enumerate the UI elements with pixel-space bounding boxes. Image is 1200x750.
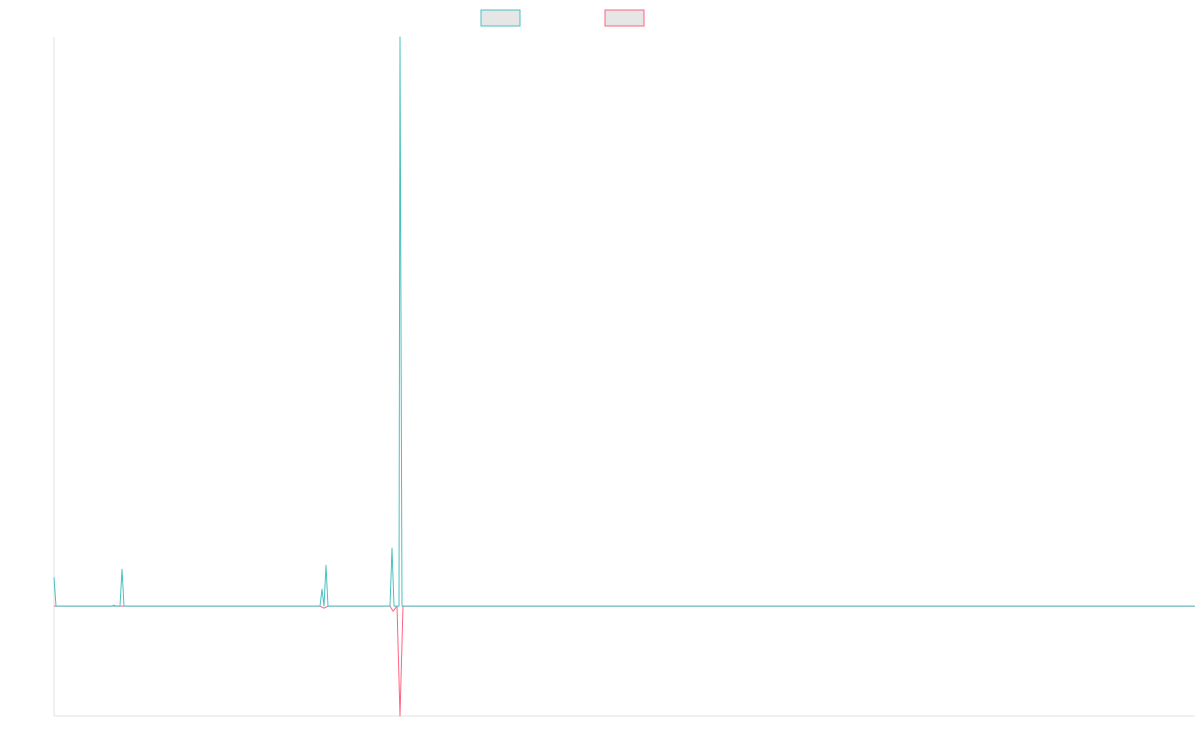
series-line-1	[53, 36, 1195, 607]
legend[interactable]	[480, 9, 645, 27]
axes	[53, 37, 1195, 717]
series-line-2	[54, 604, 1195, 717]
legend-swatch-series-2[interactable]	[604, 9, 645, 27]
legend-swatch-series-1[interactable]	[480, 9, 521, 27]
series-lines	[53, 36, 1195, 717]
